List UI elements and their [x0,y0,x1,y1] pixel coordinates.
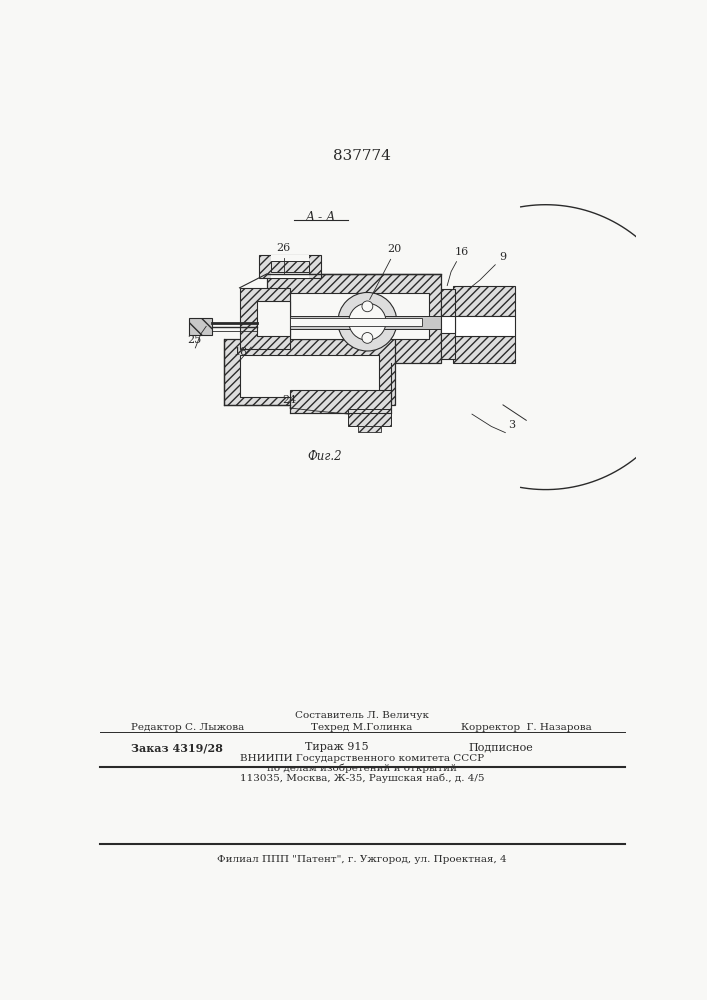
Bar [257,301,290,336]
Text: 113035, Москва, Ж-35, Раушская наб., д. 4/5: 113035, Москва, Ж-35, Раушская наб., д. … [240,774,484,783]
Text: Фиг.2: Фиг.2 [308,450,342,463]
Text: Корректор  Г. Назарова: Корректор Г. Назарова [462,723,592,732]
Circle shape [338,292,397,351]
Text: 16: 16 [454,247,469,257]
Text: Филиал ППП "Патент", г. Ужгород, ул. Проектная, 4: Филиал ППП "Патент", г. Ужгород, ул. Про… [217,855,507,864]
Bar [271,255,309,278]
Bar [290,318,421,326]
Text: 837774: 837774 [333,149,391,163]
Text: 9: 9 [499,252,506,262]
Text: Тираж 915: Тираж 915 [305,742,369,752]
Text: ВНИИПИ Государственного комитета СССР: ВНИИПИ Государственного комитета СССР [240,754,484,763]
Bar [452,286,515,316]
Text: A - A: A - A [305,211,336,224]
Bar [240,355,379,397]
Bar [452,316,515,336]
Bar [267,274,441,363]
Bar [290,389,391,413]
Bar [290,293,429,339]
Bar [441,289,455,359]
Text: Заказ 4319/28: Заказ 4319/28 [131,742,223,753]
Text: 26: 26 [276,243,291,253]
Bar [358,426,381,432]
Bar [240,288,290,349]
Text: 18: 18 [234,347,248,357]
Text: Редактор С. Лыжова: Редактор С. Лыжова [131,723,244,732]
Text: Техред М.Голинка: Техред М.Голинка [311,723,413,732]
Bar [348,409,391,426]
Text: 20: 20 [387,244,401,254]
Text: 3: 3 [508,420,515,430]
Bar [224,339,395,405]
Circle shape [362,301,373,312]
Bar [259,255,321,278]
Text: Подписное: Подписное [468,742,533,752]
Bar [271,261,309,272]
Bar [267,316,445,329]
Text: Составитель Л. Величук: Составитель Л. Величук [295,711,429,720]
Bar [452,336,515,363]
Text: 24: 24 [282,395,296,405]
Circle shape [349,303,386,340]
Text: по делам изобретений и открытий: по делам изобретений и открытий [267,764,457,773]
Circle shape [362,333,373,343]
Text: 25: 25 [187,335,201,345]
Bar [441,316,455,333]
Bar [189,318,212,335]
